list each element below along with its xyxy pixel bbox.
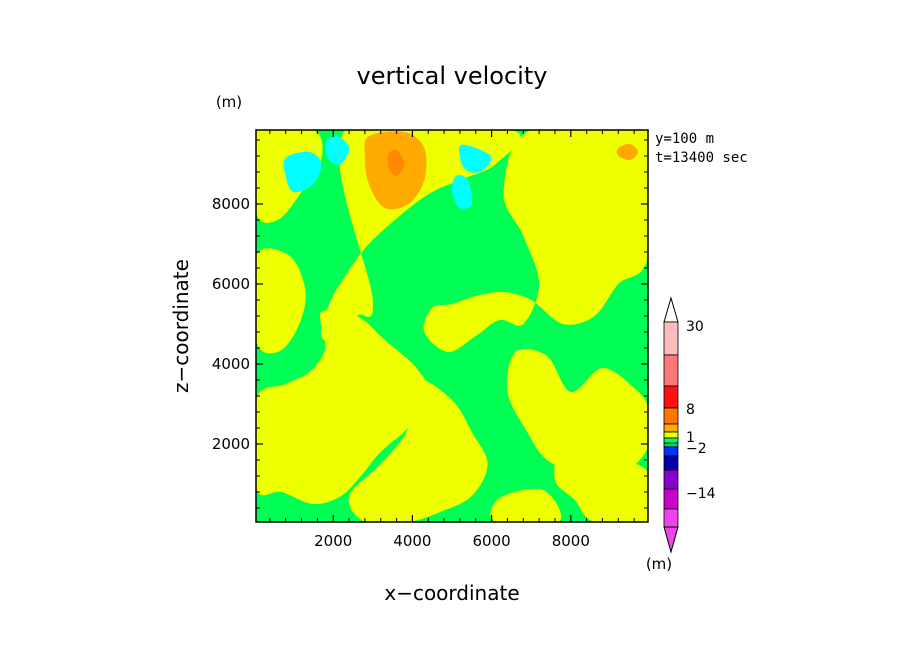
plot-frame <box>255 129 649 523</box>
y-axis-unit: (m) <box>216 93 242 111</box>
y-tick-label: 6000 <box>212 275 250 293</box>
contour-region-3 <box>256 248 306 354</box>
colorbar-segment-7 <box>663 442 679 448</box>
colorbar-segment-5 <box>663 431 679 439</box>
colorbar-top-arrow <box>663 296 679 323</box>
y-tick-label: 4000 <box>212 355 250 373</box>
colorbar-label: 8 <box>686 402 695 418</box>
colorbar-segment-2 <box>663 385 679 409</box>
chart-title: vertical velocity <box>357 62 548 90</box>
x-axis-label: x−coordinate <box>384 581 519 605</box>
colorbar-label: −2 <box>686 441 707 457</box>
colorbar-segment-0 <box>663 321 679 356</box>
axis-ticks: 2000 4000 6000 8000 2000 4000 6000 8000 <box>212 130 648 550</box>
colorbar-segment-3 <box>663 407 679 425</box>
x-tick-label: 2000 <box>314 532 352 550</box>
contour-region-5 <box>348 379 488 522</box>
colorbar-unit: (m) <box>646 555 672 573</box>
colorbar-segment-11 <box>663 488 679 510</box>
contour-region-6 <box>506 348 648 482</box>
colorbar-segment-12 <box>663 508 679 528</box>
colorbar-segment-4 <box>663 423 679 433</box>
y-axis-label: z−coordinate <box>169 259 193 393</box>
annotation-line-2: t=13400 sec <box>655 150 748 166</box>
colorbar-segment-1 <box>663 354 679 387</box>
contour-region-14 <box>459 144 492 173</box>
contour-region-2 <box>423 130 648 353</box>
annotation-line-1: y=100 m <box>655 131 714 147</box>
colorbar-segment-6 <box>663 437 679 444</box>
x-tick-label: 8000 <box>552 532 590 550</box>
y-tick-label: 2000 <box>212 435 250 453</box>
colorbar-label: 1 <box>686 430 695 446</box>
colorbar-segment-9 <box>663 455 679 471</box>
contour-regions <box>256 130 648 522</box>
contour-region-8 <box>490 488 562 522</box>
contour-region-4 <box>256 309 433 505</box>
contour-region-11 <box>616 143 639 161</box>
x-tick-label: 4000 <box>393 532 431 550</box>
colorbar-label: −14 <box>686 486 716 502</box>
colorbar-segment-8 <box>663 446 679 457</box>
colorbar-bottom-arrow <box>663 526 679 554</box>
x-tick-label: 6000 <box>473 532 511 550</box>
contour-region-12 <box>283 151 322 193</box>
colorbar: 30 8 1−2 −14 <box>663 296 716 554</box>
colorbar-label: 30 <box>686 319 704 335</box>
contour-region-13 <box>324 135 350 165</box>
colorbar-segment-10 <box>663 469 679 490</box>
contour-region-10 <box>387 149 405 177</box>
y-tick-label: 8000 <box>212 195 250 213</box>
contour-region-15 <box>451 175 473 209</box>
contour-region-7 <box>554 447 648 522</box>
plot-area: 2000 4000 6000 8000 2000 4000 6000 8000 <box>212 129 649 550</box>
